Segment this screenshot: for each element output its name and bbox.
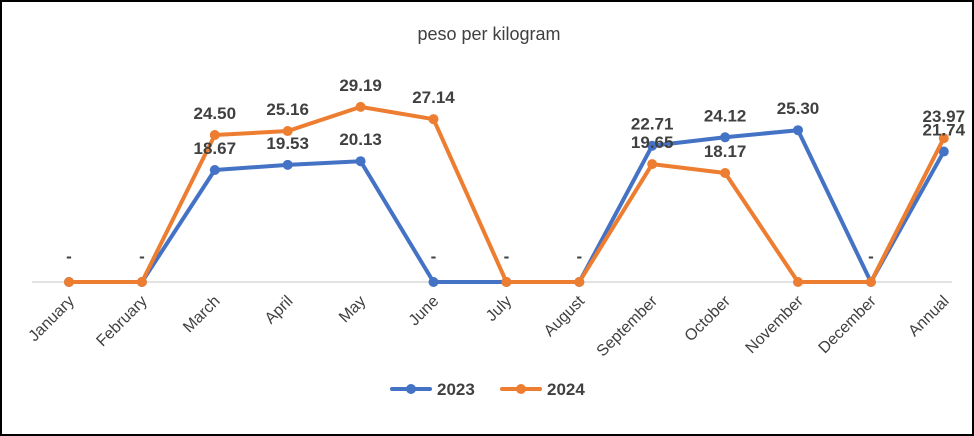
data-point-2024-may [355, 101, 366, 112]
data-point-2024-august [574, 277, 585, 287]
legend-label: 2023 [437, 380, 475, 399]
data-label-2024-january: - [66, 247, 72, 266]
data-point-2024-february [136, 277, 147, 287]
data-point-2024-july [501, 277, 512, 287]
data-label-2024-april: 25.16 [266, 100, 309, 119]
x-tick-label-july: July [483, 293, 515, 325]
data-label-2024-september: 19.65 [631, 133, 674, 152]
x-tick-label-november: November [743, 292, 808, 357]
data-point-2024-march [209, 130, 220, 140]
x-tick-label-august: August [541, 292, 589, 340]
x-tick-label-february: February [93, 293, 150, 350]
data-point-2023-november [793, 125, 803, 136]
chart-title: peso per kilogram [417, 24, 560, 44]
x-tick-label-april: April [262, 293, 297, 328]
data-label-2024-march: 24.50 [194, 104, 237, 123]
data-label-2023-april: 19.53 [266, 134, 309, 153]
legend-item-2023: 2023 [390, 380, 475, 399]
data-point-2023-june [428, 277, 439, 287]
data-labels-layer: 18.67 19.53 20.13 - - - 22.71 24.12 25.30 - 21.74 -… [66, 76, 965, 266]
data-label-2023-december: - [868, 247, 874, 266]
data-point-2024-september [647, 159, 658, 170]
data-label-2023-september: 22.71 [631, 115, 674, 134]
data-label-2023-june: - [431, 247, 437, 266]
x-tick-label-january: January [26, 293, 78, 345]
x-tick-label-may: May [336, 293, 369, 326]
data-label-2023-march: 18.67 [194, 139, 237, 158]
data-point-2024-october [720, 167, 731, 178]
data-point-2023-april [282, 159, 293, 170]
x-tick-label-june: June [406, 293, 443, 330]
x-tick-label-december: December [816, 292, 881, 357]
data-point-2024-june [428, 114, 439, 125]
data-label-2024-annual: 23.97 [923, 107, 966, 126]
data-label-2023-october: 24.12 [704, 106, 747, 125]
x-tick-label-october: October [682, 292, 735, 345]
x-tick-label-september: September [594, 292, 662, 360]
data-point-2023-annual [938, 146, 949, 157]
data-label-2023-august: - [576, 247, 582, 266]
legend: 2023 2024 [390, 380, 585, 399]
x-axis-ticks: January February March April May June July Augu… [26, 292, 953, 360]
data-point-2023-october [720, 132, 731, 143]
data-label-2024-june: 27.14 [412, 88, 455, 107]
legend-item-2024: 2024 [500, 380, 585, 399]
data-point-2024-november [793, 277, 803, 287]
data-label-2024-may: 29.19 [339, 76, 382, 95]
data-label-2024-october: 18.17 [704, 142, 747, 161]
data-label-2023-july: - [504, 247, 510, 266]
legend-swatch-marker [406, 384, 416, 394]
data-point-2023-september [647, 140, 658, 151]
data-point-2023-march [209, 164, 220, 175]
series-layer [64, 101, 949, 287]
x-tick-label-annual: Annual [905, 293, 952, 340]
x-tick-label-march: March [180, 293, 223, 336]
data-point-2023-may [355, 156, 366, 167]
data-point-2024-december [865, 277, 876, 287]
data-label-2023-annual: 21.74 [923, 121, 966, 140]
legend-label: 2024 [547, 380, 585, 399]
data-label-2023-may: 20.13 [339, 130, 382, 149]
data-label-2023-november: 25.30 [777, 99, 820, 118]
data-label-2024-february: - [139, 247, 145, 266]
data-point-2024-annual [938, 133, 949, 144]
data-point-2024-april [282, 126, 293, 137]
data-point-2024-january [64, 277, 74, 287]
legend-swatch-marker [516, 384, 526, 394]
